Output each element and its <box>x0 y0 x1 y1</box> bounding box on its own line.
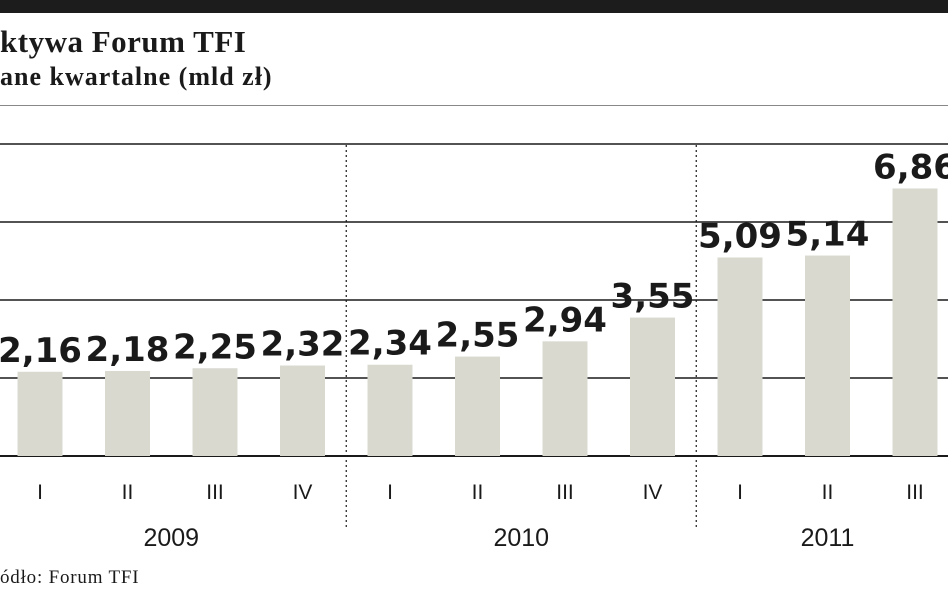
quarter-label: II <box>122 481 134 504</box>
year-label: 2009 <box>143 524 199 552</box>
quarter-label: II <box>822 481 834 504</box>
quarter-label: I <box>387 481 393 504</box>
quarter-label: III <box>556 481 574 504</box>
value-label: 2,18 <box>86 330 170 370</box>
year-label: 2011 <box>801 524 855 552</box>
year-label: 2010 <box>493 524 549 552</box>
quarter-label: II <box>472 481 484 504</box>
bar <box>630 317 675 456</box>
value-label: 2,16 <box>0 331 82 371</box>
chart-subtitle: ane kwartalne (mld zł) <box>0 62 273 91</box>
bar <box>367 364 413 456</box>
quarter-label: IV <box>643 481 663 504</box>
bar <box>455 356 500 456</box>
quarter-label: IV <box>293 481 313 504</box>
value-label: 2,25 <box>173 327 257 367</box>
bar <box>892 188 938 456</box>
value-label: 3,55 <box>611 277 695 317</box>
bar <box>717 257 763 456</box>
bar <box>280 365 325 456</box>
top-bar <box>0 0 948 13</box>
value-label: 6,86 <box>873 147 948 187</box>
quarter-label: I <box>737 481 743 504</box>
quarter-label: III <box>206 481 224 504</box>
value-label: 2,55 <box>436 316 520 356</box>
value-label: 2,94 <box>523 300 607 340</box>
source-note: ódło: Forum TFI <box>0 567 140 588</box>
value-label: 2,34 <box>348 324 432 364</box>
bar-chart: 2009 2010 20112,16I2,18II2,25III2,32IV2,34… <box>0 105 948 552</box>
quarter-label: III <box>906 481 924 504</box>
value-label: 5,09 <box>698 216 782 256</box>
bar <box>192 368 238 456</box>
quarter-label: I <box>37 481 43 504</box>
value-label: 5,14 <box>786 215 870 255</box>
bar <box>542 341 588 456</box>
chart-title: ktywa Forum TFI <box>0 24 247 59</box>
bar <box>17 371 63 456</box>
value-label: 2,32 <box>261 325 345 365</box>
bar <box>805 255 850 456</box>
bar <box>105 370 150 456</box>
